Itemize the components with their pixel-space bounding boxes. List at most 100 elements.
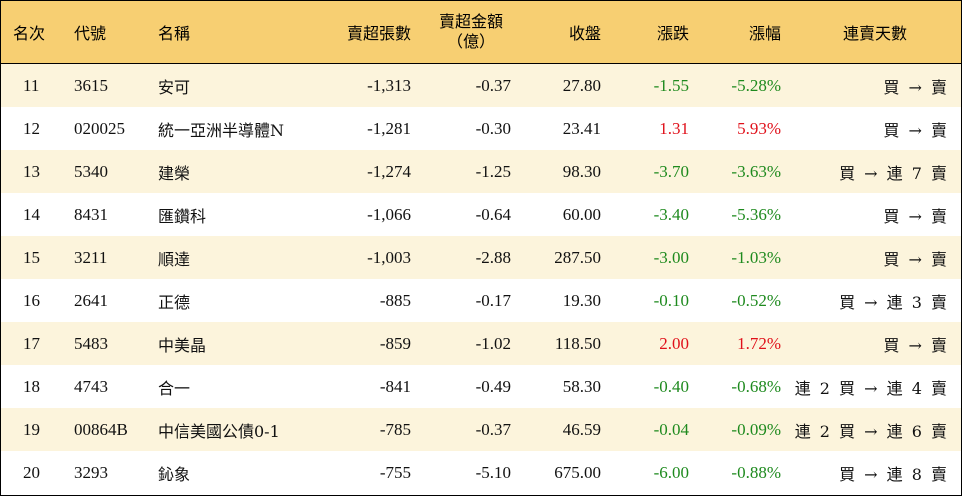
change-cell: 2.00 bbox=[659, 333, 689, 353]
name-cell: 中美晶 bbox=[158, 335, 207, 355]
sell-lots-cell: -1,066 bbox=[367, 204, 411, 224]
header-sell-lots: 賣超張數 bbox=[346, 24, 411, 43]
table-row: 15 3211 順達 -1,003 -2.88 287.50 -3.00 -1.… bbox=[1, 236, 961, 279]
pct-cell: -5.36% bbox=[731, 204, 781, 224]
pct-cell: -0.88% bbox=[731, 462, 781, 482]
change-cell: -3.00 bbox=[653, 247, 689, 267]
rank-cell: 18 bbox=[23, 376, 40, 396]
sell-lots-cell: -1,003 bbox=[367, 247, 411, 267]
code-cell: 3211 bbox=[74, 247, 108, 267]
header-change: 漲跌 bbox=[656, 24, 689, 43]
code-cell: 5483 bbox=[74, 333, 108, 353]
sell-amount-cell: -0.37 bbox=[475, 419, 511, 439]
name-cell: 鈊象 bbox=[158, 464, 191, 484]
code-cell: 4743 bbox=[74, 376, 108, 396]
pct-cell: -0.09% bbox=[731, 419, 781, 439]
sell-amount-cell: -0.17 bbox=[475, 290, 511, 310]
rank-cell: 11 bbox=[23, 75, 40, 95]
table-row: 17 5483 中美晶 -859 -1.02 118.50 2.00 1.72%… bbox=[1, 322, 961, 365]
change-cell: -0.40 bbox=[653, 376, 689, 396]
header-rank: 名次 bbox=[13, 24, 46, 43]
code-cell: 5340 bbox=[74, 161, 108, 181]
code-cell: 00864B bbox=[74, 419, 128, 439]
sell-lots-cell: -1,313 bbox=[367, 75, 411, 95]
table-row: 20 3293 鈊象 -755 -5.10 675.00 -6.00 -0.88… bbox=[1, 451, 961, 494]
name-cell: 順達 bbox=[158, 249, 191, 269]
close-cell: 23.41 bbox=[562, 118, 601, 138]
sell-amount-cell: -0.64 bbox=[475, 204, 511, 224]
rank-cell: 20 bbox=[23, 462, 40, 482]
code-cell: 3293 bbox=[74, 462, 108, 482]
header-name: 名稱 bbox=[158, 24, 191, 43]
change-cell: -3.70 bbox=[653, 161, 689, 181]
code-cell: 020025 bbox=[74, 118, 125, 138]
pct-cell: -3.63% bbox=[731, 161, 781, 181]
code-cell: 8431 bbox=[74, 204, 108, 224]
close-cell: 60.00 bbox=[562, 204, 601, 224]
rank-cell: 17 bbox=[23, 333, 40, 353]
sell-lots-cell: -859 bbox=[379, 333, 411, 353]
table-row: 18 4743 合一 -841 -0.49 58.30 -0.40 -0.68%… bbox=[1, 365, 961, 408]
sell-lots-cell: -1,274 bbox=[367, 161, 411, 181]
pct-cell: -1.03% bbox=[731, 247, 781, 267]
sell-lots-cell: -885 bbox=[379, 290, 411, 310]
days-cell: 買 → 賣 bbox=[883, 249, 949, 269]
table-row: 16 2641 正德 -885 -0.17 19.30 -0.10 -0.52%… bbox=[1, 279, 961, 322]
days-cell: 買 → 賣 bbox=[883, 120, 949, 140]
name-cell: 統一亞洲半導體N bbox=[158, 120, 285, 140]
days-cell: 連 2 買 → 連 4 賣 bbox=[794, 378, 949, 398]
change-cell: -0.04 bbox=[653, 419, 689, 439]
code-cell: 2641 bbox=[74, 290, 108, 310]
days-cell: 買 → 連 8 賣 bbox=[839, 464, 949, 484]
sell-lots-cell: -785 bbox=[379, 419, 411, 439]
name-cell: 正德 bbox=[158, 292, 191, 312]
sell-lots-cell: -841 bbox=[379, 376, 411, 396]
name-cell: 建榮 bbox=[158, 163, 191, 183]
sell-amount-cell: -1.25 bbox=[475, 161, 511, 181]
close-cell: 19.30 bbox=[562, 290, 601, 310]
close-cell: 46.59 bbox=[562, 419, 601, 439]
sell-lots-cell: -755 bbox=[379, 462, 411, 482]
days-cell: 買 → 賣 bbox=[883, 206, 949, 226]
rank-cell: 13 bbox=[23, 161, 40, 181]
close-cell: 27.80 bbox=[562, 75, 601, 95]
sell-amount-cell: -2.88 bbox=[475, 247, 511, 267]
name-cell: 中信美國公債0-1 bbox=[158, 421, 280, 441]
days-cell: 連 2 買 → 連 6 賣 bbox=[794, 421, 949, 441]
change-cell: 1.31 bbox=[659, 118, 689, 138]
days-cell: 買 → 賣 bbox=[883, 77, 949, 97]
name-cell: 匯鑽科 bbox=[158, 206, 207, 226]
close-cell: 675.00 bbox=[554, 462, 601, 482]
change-cell: -1.55 bbox=[653, 75, 689, 95]
header-sell-amount: 賣超金額 （億） bbox=[421, 1, 521, 63]
days-cell: 買 → 連 7 賣 bbox=[839, 163, 949, 183]
sell-lots-cell: -1,281 bbox=[367, 118, 411, 138]
sell-amount-cell: -0.49 bbox=[475, 376, 511, 396]
name-cell: 合一 bbox=[158, 378, 191, 398]
rank-cell: 12 bbox=[23, 118, 40, 138]
table-header: 名次 代號 名稱 賣超張數 賣超金額 （億） 收盤 漲跌 漲幅 連賣天數 bbox=[1, 1, 961, 64]
header-code: 代號 bbox=[74, 24, 107, 43]
sell-amount-cell: -5.10 bbox=[475, 462, 511, 482]
pct-cell: 1.72% bbox=[737, 333, 781, 353]
close-cell: 58.30 bbox=[562, 376, 601, 396]
change-cell: -0.10 bbox=[653, 290, 689, 310]
header-pct: 漲幅 bbox=[748, 24, 781, 43]
header-close: 收盤 bbox=[568, 24, 601, 43]
pct-cell: 5.93% bbox=[737, 118, 781, 138]
rank-cell: 14 bbox=[23, 204, 40, 224]
sell-amount-cell: -1.02 bbox=[475, 333, 511, 353]
days-cell: 買 → 連 3 賣 bbox=[839, 292, 949, 312]
sell-amount-cell: -0.30 bbox=[475, 118, 511, 138]
change-cell: -3.40 bbox=[653, 204, 689, 224]
header-sell-amount-line1: 賣超金額 bbox=[438, 12, 503, 31]
name-cell: 安可 bbox=[158, 77, 191, 97]
header-sell-amount-line2: （億） bbox=[446, 32, 495, 51]
close-cell: 118.50 bbox=[554, 333, 601, 353]
close-cell: 98.30 bbox=[562, 161, 601, 181]
pct-cell: -0.52% bbox=[731, 290, 781, 310]
table-row: 11 3615 安可 -1,313 -0.37 27.80 -1.55 -5.2… bbox=[1, 64, 961, 107]
rank-cell: 15 bbox=[23, 247, 40, 267]
pct-cell: -0.68% bbox=[731, 376, 781, 396]
header-days: 連賣天數 bbox=[842, 24, 907, 43]
